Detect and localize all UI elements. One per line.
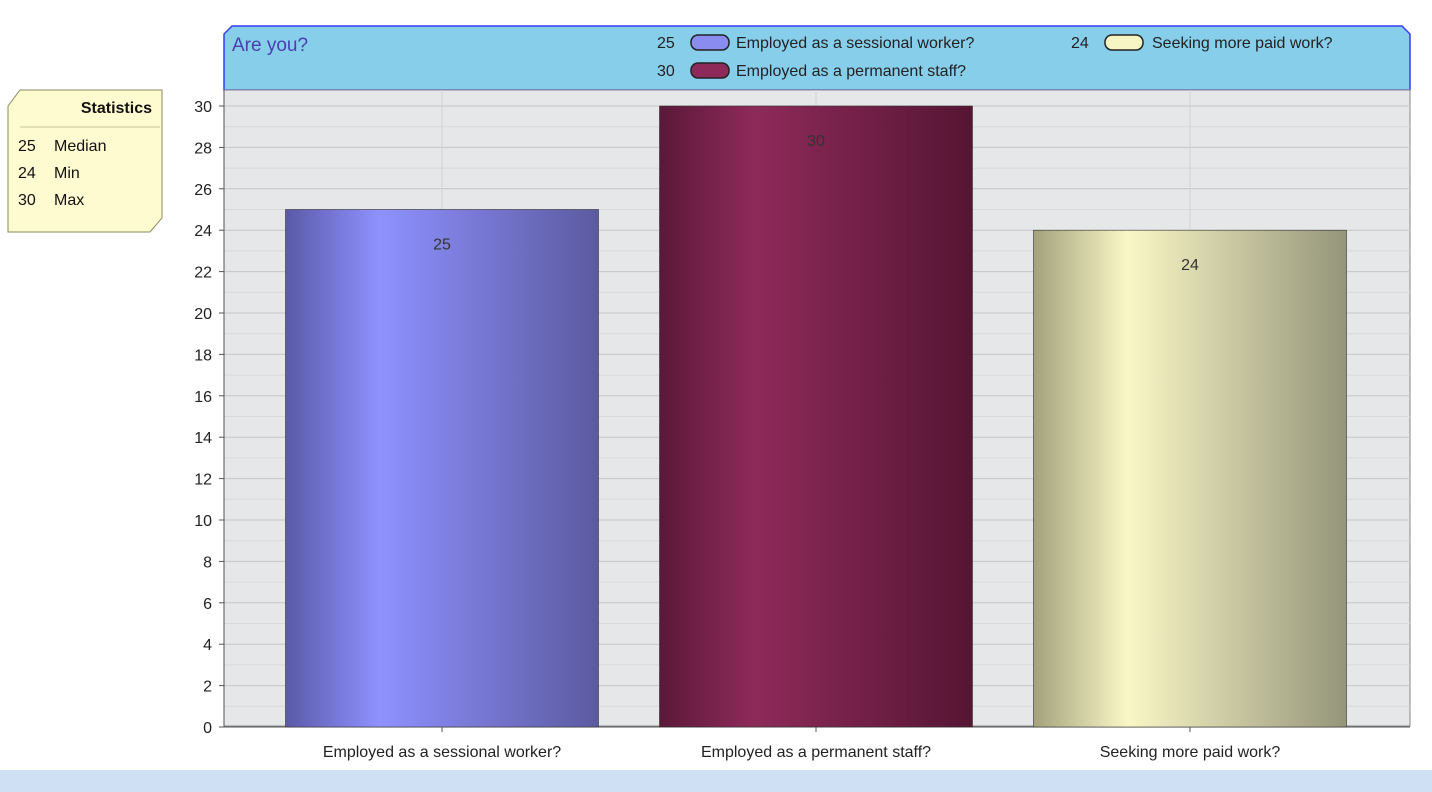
- x-tick-label: Employed as a permanent staff?: [701, 744, 931, 761]
- bar: [1033, 229, 1347, 728]
- bottom-strip: [0, 770, 1432, 792]
- legend-item: 25 Employed as a sessional worker?: [657, 34, 974, 52]
- legend-swatch: [1104, 34, 1144, 51]
- chart-title: Are you?: [232, 35, 308, 56]
- bar: [659, 105, 973, 728]
- y-tick-label: 16: [194, 389, 212, 406]
- y-tick-label: 6: [203, 596, 212, 613]
- x-tick-label: Seeking more paid work?: [1100, 744, 1281, 761]
- x-axis-labels: Employed as a sessional worker? Employed …: [323, 727, 1281, 761]
- y-tick-label: 10: [194, 513, 212, 530]
- bars: 25 30 24: [285, 105, 1347, 728]
- y-tick-label: 14: [194, 430, 212, 447]
- y-tick-label: 26: [194, 182, 212, 199]
- legend-label: Employed as a permanent staff?: [736, 63, 966, 80]
- y-tick-label: 0: [203, 720, 212, 737]
- legend-label: Employed as a sessional worker?: [736, 35, 974, 52]
- y-tick-label: 30: [194, 99, 212, 116]
- legend: 25 Employed as a sessional worker? 30 Em…: [657, 34, 1333, 80]
- statistics-value: 24: [18, 165, 36, 182]
- statistics-title: Statistics: [81, 100, 152, 117]
- legend-value: 30: [657, 63, 675, 80]
- x-tick-label: Employed as a sessional worker?: [323, 744, 561, 761]
- statistics-value: 25: [18, 138, 36, 155]
- y-tick-label: 20: [194, 306, 212, 323]
- legend-value: 25: [657, 35, 675, 52]
- y-tick-label: 18: [194, 347, 212, 364]
- statistics-box-bg: [7, 89, 163, 233]
- y-tick-label: 24: [194, 223, 212, 240]
- legend-item: 24 Seeking more paid work?: [1071, 34, 1333, 52]
- bar-data-label: 24: [1181, 257, 1199, 274]
- statistics-box: Statistics 25 Median 24 Min 30 Max: [7, 89, 163, 233]
- legend-label: Seeking more paid work?: [1152, 35, 1333, 52]
- statistics-label: Median: [54, 138, 106, 155]
- statistics-label: Max: [54, 192, 84, 209]
- bar-data-label: 30: [807, 133, 825, 150]
- y-tick-label: 8: [203, 554, 212, 571]
- legend-swatch: [690, 62, 730, 79]
- y-tick-label: 4: [203, 637, 212, 654]
- y-tick-label: 28: [194, 140, 212, 157]
- bar: [285, 209, 599, 728]
- statistics-value: 30: [18, 192, 36, 209]
- statistics-label: Min: [54, 165, 80, 182]
- y-tick-label: 2: [203, 679, 212, 696]
- legend-item: 30 Employed as a permanent staff?: [657, 62, 966, 80]
- y-tick-label: 12: [194, 472, 212, 489]
- legend-value: 24: [1071, 35, 1089, 52]
- bar-data-label: 25: [433, 237, 451, 254]
- legend-swatch: [690, 34, 730, 51]
- y-tick-label: 22: [194, 265, 212, 282]
